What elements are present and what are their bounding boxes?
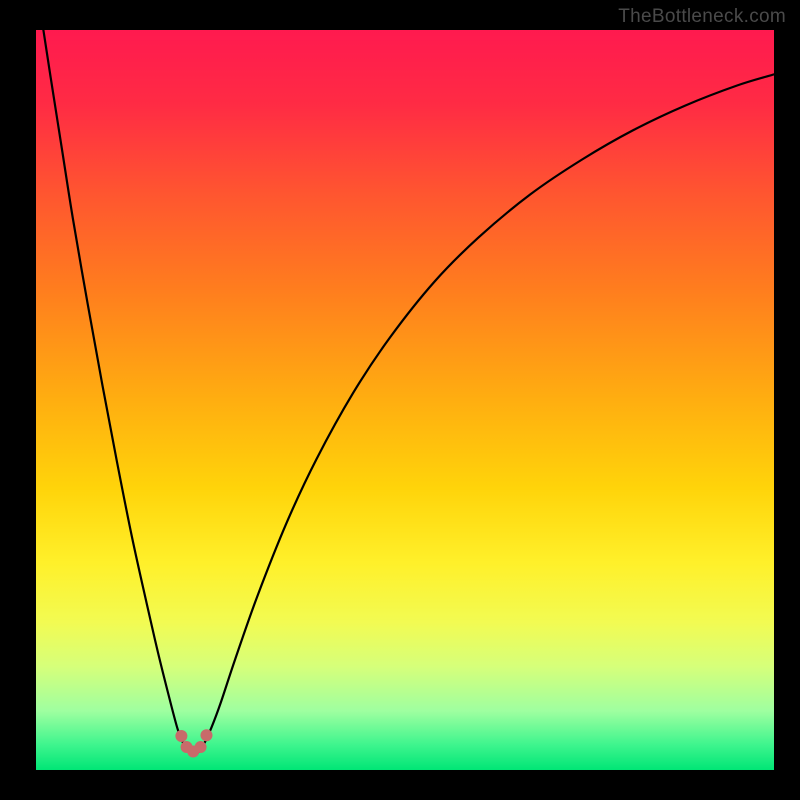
- minimum-marker: [195, 741, 207, 753]
- minimum-marker: [200, 729, 212, 741]
- minimum-marker: [175, 730, 187, 742]
- bottleneck-curve: [43, 30, 774, 754]
- chart-svg: [36, 30, 774, 770]
- watermark-text: TheBottleneck.com: [618, 6, 786, 28]
- chart-plot-area: [36, 30, 774, 770]
